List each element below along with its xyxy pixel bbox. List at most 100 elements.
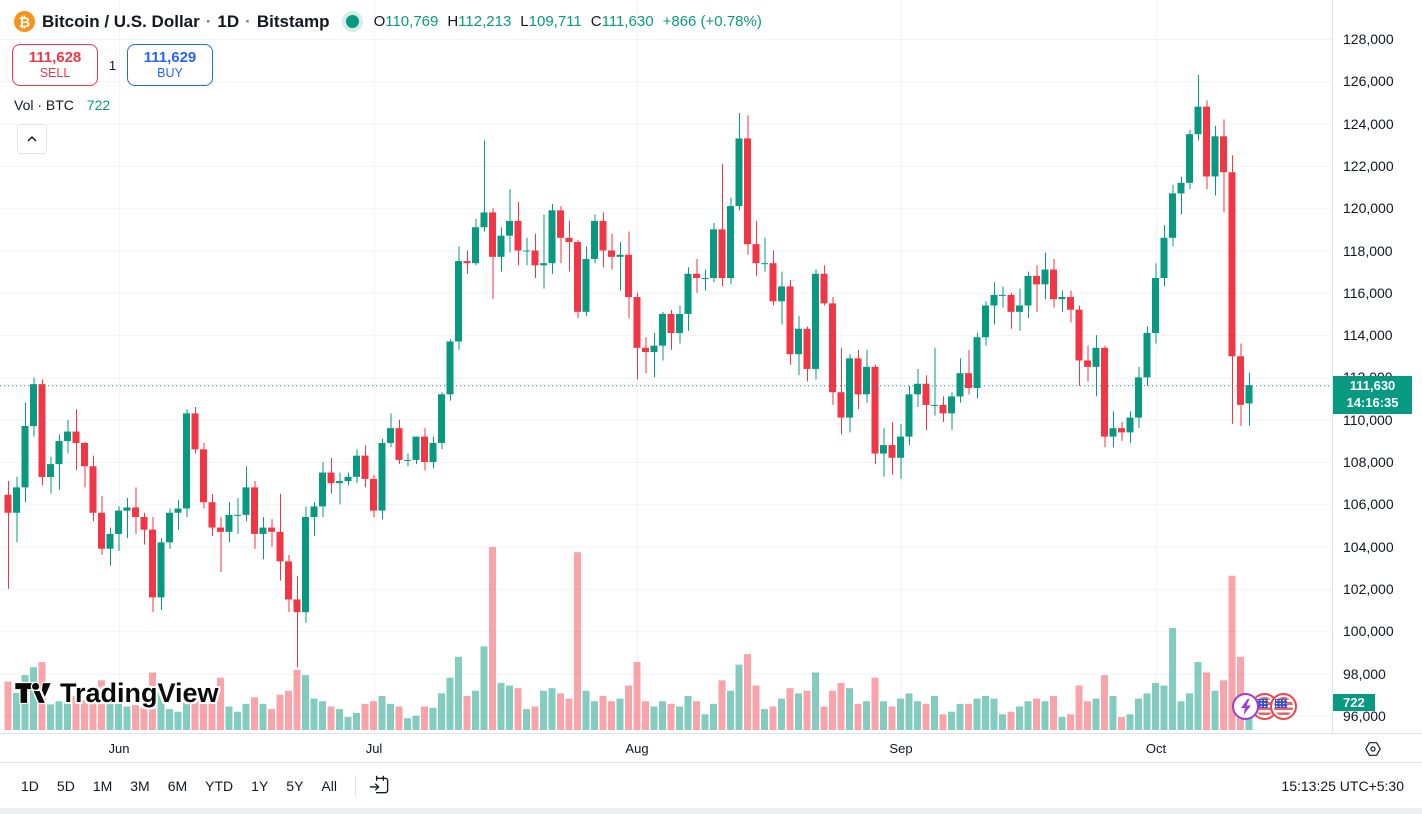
candle-body (735, 138, 743, 207)
high-value: 112,213 (458, 13, 512, 30)
range-button-1y[interactable]: 1Y (251, 777, 269, 794)
go-to-date-button[interactable] (365, 771, 395, 801)
range-button-ytd[interactable]: YTD (205, 777, 234, 794)
range-button-1d[interactable]: 1D (21, 777, 39, 794)
volume-bar (871, 677, 879, 730)
price-tick-128000: 128,000 (1343, 31, 1394, 47)
candle-body (965, 373, 972, 388)
candle-body (633, 297, 641, 348)
order-panel: 111,628 SELL 1 111,629 BUY (12, 44, 213, 86)
event-badges (1232, 693, 1297, 720)
range-button-1m[interactable]: 1M (92, 777, 113, 794)
volume-bar (1203, 672, 1210, 730)
volume-bar (106, 698, 114, 730)
price-axis[interactable]: 96,000 98,000 100,000 102,000 104,000 106,000… (1332, 0, 1422, 733)
range-button-6m[interactable]: 6M (167, 777, 188, 794)
candle-body (625, 254, 632, 298)
candle-body (982, 305, 989, 338)
volume-bar (115, 702, 122, 730)
candle-body (1211, 136, 1219, 177)
candle-body (837, 392, 845, 418)
candle-body (310, 506, 318, 517)
volume-bar (1075, 685, 1083, 730)
candlestick-chart[interactable] (0, 0, 1332, 733)
candle-body (888, 445, 896, 458)
time-axis[interactable]: Jun Jul Aug Sep Oct (0, 733, 1422, 763)
candle-body (1186, 134, 1193, 183)
volume-bar (727, 690, 734, 730)
range-button-all[interactable]: All (321, 777, 337, 794)
candle-body (30, 384, 37, 427)
volume-bar (412, 715, 420, 730)
volume-bar (4, 681, 12, 730)
candle-body (361, 455, 369, 479)
crypto-event-badge[interactable] (1232, 693, 1259, 720)
volume-bar (506, 685, 513, 730)
range-button-3m[interactable]: 3M (130, 777, 150, 794)
buy-button[interactable]: 111,629 BUY (127, 44, 213, 86)
candle-body (1126, 417, 1134, 433)
price-tick-102000: 102,000 (1343, 580, 1394, 597)
candle-body (429, 442, 437, 462)
candle-body (642, 347, 649, 353)
candle-body (1050, 269, 1057, 300)
volume-bar (251, 697, 258, 730)
volume-label: Vol · BTC (14, 97, 74, 113)
volume-bar (1220, 680, 1227, 730)
volume-bar (548, 688, 556, 730)
volume-bar (744, 654, 751, 730)
volume-bar (1152, 682, 1159, 730)
candle-body (370, 478, 377, 511)
candle-body (98, 512, 105, 549)
symbol-title[interactable]: Bitcoin / U.S. Dollar (42, 11, 200, 31)
low-label: L (520, 13, 529, 30)
volume-bar (625, 685, 632, 730)
volume-bar (149, 672, 156, 730)
current-volume-badge: 722 (1333, 694, 1375, 711)
volume-bar (378, 696, 386, 730)
chart-pane[interactable]: ₿ Bitcoin / U.S. Dollar · 1D · Bitstamp … (0, 0, 1332, 733)
candle-body (47, 464, 54, 478)
candle-body (123, 507, 131, 511)
candle-body (446, 341, 454, 395)
bottom-toolbar: 1D 5D 1M 3M 6M YTD 1Y 5Y All 15:13:25 UTC+5:30 (0, 762, 1422, 808)
interval-label[interactable]: 1D (217, 11, 240, 31)
volume-bar (1118, 716, 1125, 730)
candle-body (276, 531, 284, 562)
volume-bar (497, 682, 505, 730)
sell-button[interactable]: 111,628 SELL (12, 44, 98, 86)
range-button-5y[interactable]: 5Y (286, 777, 304, 794)
exchange-label: Bitstamp (256, 11, 330, 31)
candle-body (336, 481, 343, 484)
volume-bar (1245, 711, 1253, 730)
close-label: C (590, 13, 602, 30)
volume-bar (659, 701, 666, 730)
us-economic-event-badge[interactable] (1270, 693, 1297, 720)
volume-bar (591, 701, 598, 730)
price-tick-124000: 124,000 (1343, 115, 1394, 132)
volume-bar (633, 662, 641, 730)
candle-body (1160, 237, 1168, 278)
buy-label: BUY (157, 66, 183, 81)
volume-bar (1016, 706, 1023, 730)
volume-bar (965, 703, 972, 730)
time-tick-jul: Jul (365, 741, 383, 756)
scales-settings-button[interactable] (1362, 738, 1384, 760)
tradingview-logo-icon (14, 681, 52, 705)
volume-bar (956, 703, 964, 730)
candle-body (183, 413, 190, 509)
clock-timezone[interactable]: 15:13:25 UTC+5:30 (1281, 778, 1404, 794)
volume-bar (1067, 714, 1074, 730)
volume-bar (463, 696, 471, 730)
separator-dot: · (245, 11, 251, 31)
candle-body (489, 212, 496, 257)
volume-bar (914, 701, 921, 730)
collapse-legend-button[interactable] (17, 124, 47, 154)
candle-body (973, 337, 981, 388)
candle-body (38, 384, 46, 478)
volume-bar (140, 707, 148, 730)
range-button-5d[interactable]: 5D (56, 777, 75, 794)
candle-body (795, 328, 802, 355)
candle-body (548, 210, 556, 264)
candle-body (591, 220, 598, 259)
